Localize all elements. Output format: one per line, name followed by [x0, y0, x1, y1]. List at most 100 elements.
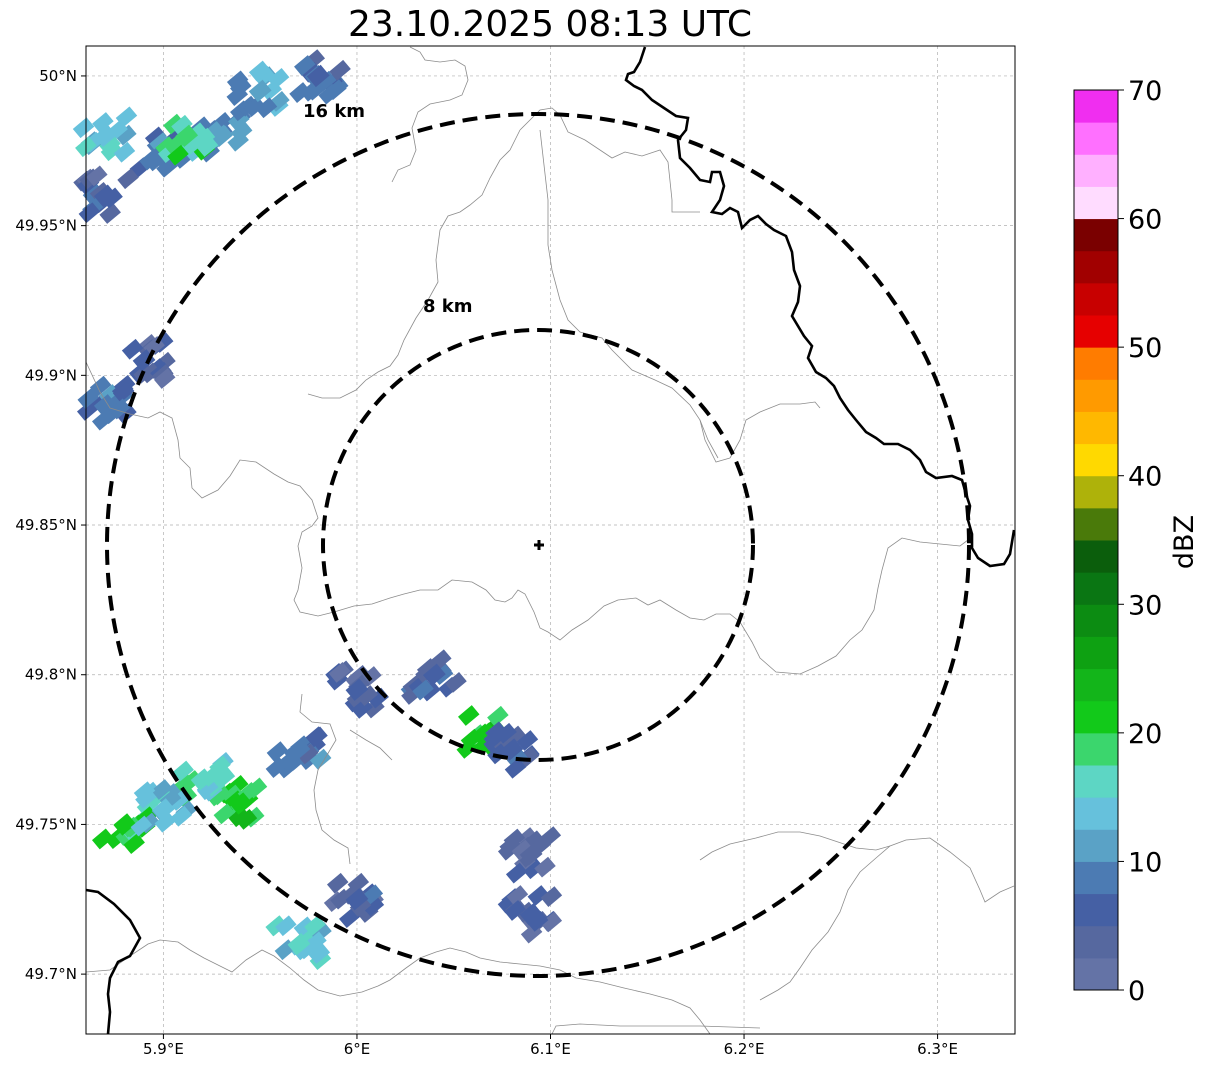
colorbar-tick-label: 10 [1128, 847, 1162, 878]
echo-core [422, 663, 446, 686]
map-axis-ticks: 5.9°E 6°E 6.1°E 6.2°E 6.3°E 49.7°N 49.75°N 49.8… [15, 67, 958, 1058]
echo-bin [540, 911, 563, 933]
echo-core [93, 394, 117, 417]
echo-bin [294, 55, 316, 76]
echo-bin [86, 165, 108, 187]
colorbar-swatch [1074, 540, 1118, 573]
echo-cell [325, 660, 389, 719]
echo-bin [516, 730, 539, 751]
echo-bin [275, 915, 297, 937]
colorbar-tick-label: 50 [1128, 333, 1162, 364]
echo-bin [487, 705, 509, 727]
colorbar-swatch [1074, 411, 1118, 445]
echo-core [210, 124, 233, 147]
echo-bin [91, 409, 114, 431]
echo-bin [92, 112, 114, 133]
echo-cell [483, 721, 540, 779]
lon-tick-label: 5.9°E [143, 1040, 184, 1058]
echo-bin [505, 862, 528, 884]
echo-bin [89, 375, 112, 397]
echo-cell [265, 915, 332, 971]
echo-cell [155, 113, 219, 166]
colorbar: 0 10 20 30 40 50 60 70 dBZ [1073, 76, 1200, 1007]
echo-bin [151, 779, 173, 800]
map-panel[interactable]: 16 km 8 km [72, 45, 1016, 1035]
colorbar-swatch [1074, 250, 1118, 284]
colorbar-swatch [1074, 893, 1118, 927]
echo-cell [265, 726, 332, 779]
echo-bin [144, 126, 167, 148]
colorbar-swatch [1074, 668, 1118, 702]
colorbar-swatch [1074, 732, 1118, 766]
colorbar-tick-label: 30 [1128, 590, 1162, 621]
echo-bin [226, 70, 249, 92]
echo-bin [135, 787, 157, 809]
echo-bin [267, 68, 290, 89]
echo-bin [243, 96, 266, 118]
lat-tick-label: 49.85°N [15, 516, 77, 534]
range-rings: 16 km 8 km [105, 101, 971, 978]
echo-bin [121, 338, 144, 360]
colorbar-swatches [1074, 90, 1118, 991]
echo-bin [315, 70, 337, 92]
echo-bin [130, 815, 153, 837]
echo-bin [506, 885, 529, 906]
range-ring-8km [321, 328, 755, 762]
echo-cell [497, 885, 563, 944]
echo-cell [323, 872, 385, 929]
echo-cell [130, 779, 197, 837]
colorbar-label: dBZ [1169, 515, 1200, 569]
echo-bin [230, 121, 253, 143]
lat-tick-label: 49.95°N [15, 217, 77, 235]
echo-bin [253, 66, 276, 87]
echo-bin [167, 144, 189, 166]
echo-bin [154, 811, 177, 833]
echo-core [287, 738, 311, 761]
echo-bin [309, 748, 332, 770]
colorbar-swatch [1074, 186, 1118, 220]
echo-bin [170, 805, 193, 827]
colorbar-swatch [1074, 507, 1118, 541]
echo-core [345, 678, 369, 701]
echo-core [500, 738, 524, 761]
colorbar-tick-label: 60 [1128, 205, 1162, 236]
echo-bin [504, 757, 527, 779]
range-ring-16km [105, 112, 971, 978]
echo-bin [526, 910, 549, 932]
colorbar-frame [1073, 89, 1119, 991]
echo-bin [136, 795, 159, 817]
echo-bin [318, 83, 340, 105]
echo-bin [522, 858, 545, 880]
echo-core [152, 798, 175, 821]
lat-tick-label: 49.8°N [25, 666, 77, 684]
echo-bin [534, 856, 556, 878]
echo-bin [345, 668, 367, 690]
colorbar-swatch [1074, 861, 1118, 895]
echo-bin [112, 381, 135, 403]
echo-bin [235, 808, 258, 830]
echo-bin [213, 767, 236, 788]
echo-bin [349, 895, 372, 917]
echo-bin [72, 117, 95, 139]
colorbar-tick-label: 20 [1128, 719, 1162, 750]
echo-core [519, 903, 543, 926]
echo-bin [248, 60, 271, 82]
echo-core [287, 933, 311, 956]
echo-cell [72, 106, 138, 163]
echo-bin [483, 727, 506, 749]
colorbar-swatch [1074, 925, 1118, 959]
echo-cell [73, 165, 139, 224]
echo-core [519, 843, 543, 866]
echo-bin [196, 136, 219, 157]
echo-bin [78, 202, 101, 224]
municipal-boundaries [85, 46, 1015, 1035]
echo-bin [326, 872, 349, 894]
echo-bin [149, 132, 171, 153]
lat-tick-label: 49.7°N [25, 965, 77, 983]
colorbar-swatch [1074, 604, 1118, 637]
echo-bin [77, 388, 99, 409]
echo-core [345, 888, 369, 911]
echo-bin [172, 760, 194, 782]
national-borders [85, 46, 1016, 1035]
echo-bin [308, 943, 331, 965]
